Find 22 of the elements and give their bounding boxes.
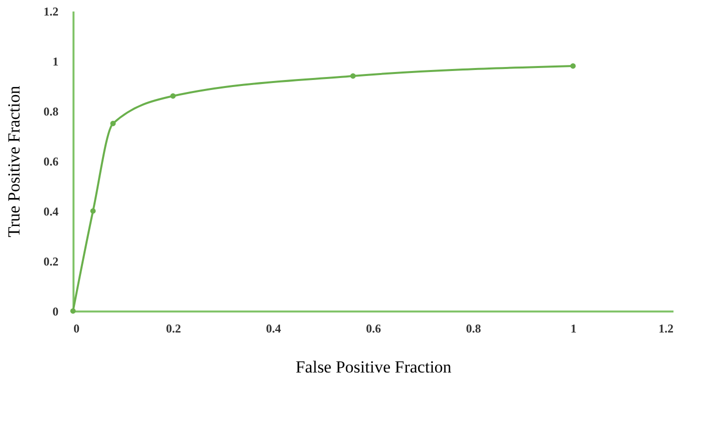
y-tick-label: 1.2: [44, 4, 58, 18]
point: [170, 93, 176, 99]
y-tick-label: 0.2: [44, 254, 58, 268]
x-tick-label: 0.4: [266, 322, 281, 336]
y-tick-label: 0.8: [44, 104, 58, 118]
x-tick-label: 1.2: [658, 322, 674, 336]
x-tick-label: 0.6: [366, 322, 381, 336]
x-tick-label: 0: [74, 322, 80, 336]
x-tick-label: 0.8: [466, 322, 481, 336]
point: [350, 73, 356, 79]
y-tick-label: 0: [52, 304, 58, 318]
point: [570, 63, 576, 69]
x-axis-title: False Positive Fraction: [296, 358, 452, 376]
x-tick-label: 1: [570, 322, 576, 336]
point: [70, 308, 76, 314]
y-tick-label: 0.4: [44, 204, 58, 218]
y-axis-title: True Positive Fraction: [4, 85, 24, 238]
y-tick-label: 0.6: [44, 154, 58, 168]
point: [90, 208, 96, 214]
x-tick-label: 0.2: [166, 322, 181, 336]
point: [110, 120, 116, 126]
y-tick-label: 1: [52, 54, 58, 68]
